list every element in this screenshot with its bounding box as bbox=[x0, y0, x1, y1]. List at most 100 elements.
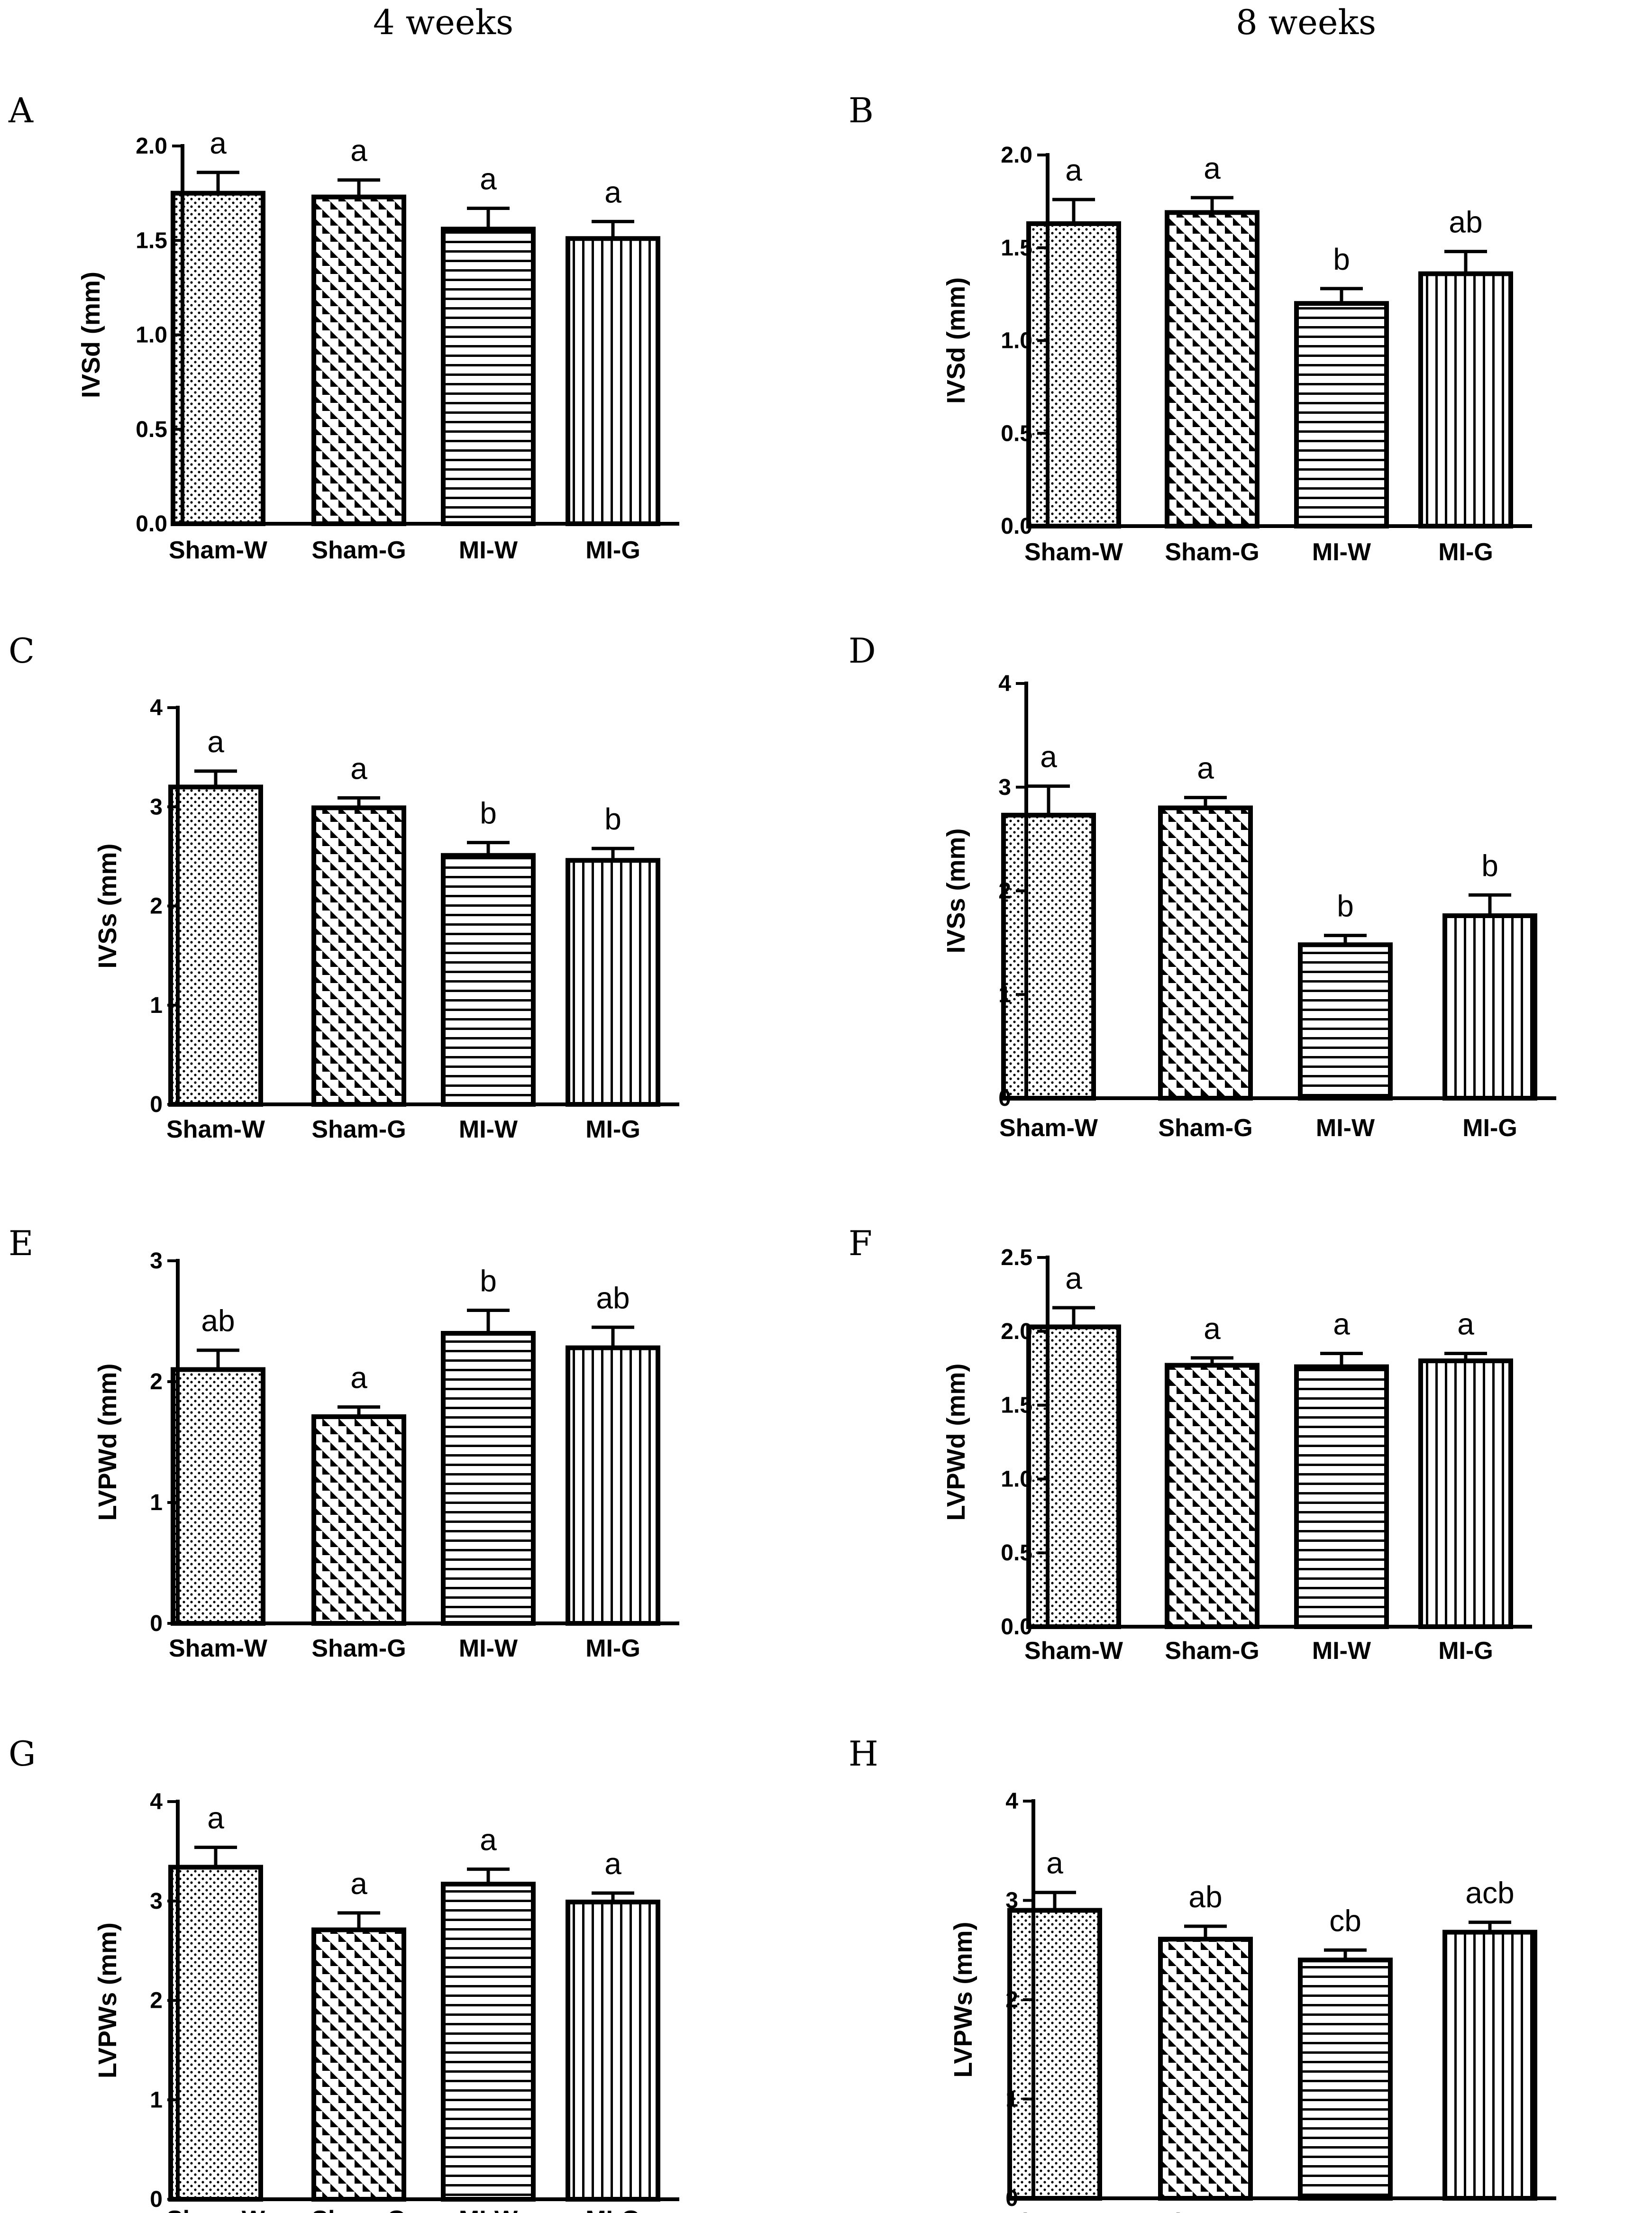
significance-label: a bbox=[210, 126, 227, 160]
category-label: MI-G bbox=[1438, 1637, 1493, 1665]
category-label: MI-G bbox=[585, 1635, 640, 1662]
y-tick-label: 0.0 bbox=[1001, 1614, 1032, 1639]
error-bar bbox=[194, 1845, 237, 1867]
error-bar bbox=[467, 1309, 510, 1333]
significance-label: ab bbox=[201, 1304, 235, 1338]
chart-panels: Aa Sham-W a Sham-G a MI-W a MI-G 0.0 0.5 1.0 1.5 2.0… bbox=[8, 91, 1556, 2213]
significance-label: a bbox=[1333, 1307, 1350, 1341]
y-tick-label: 0.0 bbox=[1001, 514, 1032, 539]
category-label: MI-W bbox=[1312, 538, 1371, 566]
panel-letter: E bbox=[9, 1223, 34, 1263]
bar-sham-w bbox=[1001, 812, 1096, 1101]
category-label: Sham-W bbox=[1024, 1637, 1123, 1665]
error-bar bbox=[338, 178, 380, 197]
error-bar bbox=[592, 1325, 634, 1348]
significance-label: a bbox=[1204, 1311, 1221, 1346]
y-axis-title: IVSs (mm) bbox=[942, 828, 970, 953]
significance-label: a bbox=[207, 1801, 224, 1835]
y-axis-title: LVPWs (mm) bbox=[949, 1922, 977, 2077]
bar-mi-g bbox=[1442, 913, 1537, 1101]
y-tick-label: 2.0 bbox=[1001, 1319, 1032, 1344]
bar-mi-w bbox=[1294, 1364, 1389, 1629]
category-label: MI-W bbox=[1312, 1637, 1371, 1665]
bar-sham-g bbox=[1165, 210, 1260, 528]
category-label: Sham-G bbox=[1165, 538, 1259, 566]
column-title-4-weeks: 4 weeks bbox=[373, 2, 513, 42]
y-tick-label: 3 bbox=[150, 1248, 163, 1274]
error-bar bbox=[467, 207, 510, 229]
category-label: Sham-G bbox=[1158, 1114, 1252, 1142]
error-bar bbox=[1469, 893, 1511, 916]
error-bar bbox=[1052, 198, 1095, 224]
category-label: Sham-G bbox=[311, 537, 406, 564]
error-bar bbox=[1033, 1891, 1076, 1911]
bar-mi-g bbox=[566, 858, 660, 1107]
y-tick-label: 1.5 bbox=[1001, 1393, 1032, 1418]
bar-mi-w bbox=[441, 1882, 536, 2202]
significance-label: a bbox=[1065, 153, 1082, 187]
significance-label: a bbox=[350, 134, 367, 168]
y-tick-label: 1 bbox=[998, 982, 1011, 1007]
bar-mi-g bbox=[566, 236, 660, 526]
significance-label: a bbox=[207, 725, 224, 759]
significance-label: a bbox=[1197, 751, 1214, 785]
y-tick-label: 1 bbox=[1005, 2087, 1018, 2112]
error-bar bbox=[1444, 250, 1487, 274]
bar-sham-g bbox=[1158, 805, 1253, 1101]
significance-label: a bbox=[1046, 1846, 1063, 1880]
bar-sham-w bbox=[168, 1865, 263, 2202]
y-tick-label: 1.0 bbox=[1001, 328, 1032, 354]
significance-label: b bbox=[480, 796, 497, 830]
significance-label: acb bbox=[1465, 1876, 1514, 1910]
y-tick-label: 4 bbox=[150, 1789, 163, 1814]
category-label: MI-G bbox=[1462, 2209, 1517, 2213]
category-label: MI-W bbox=[459, 1116, 518, 1143]
error-bar bbox=[1320, 287, 1363, 304]
y-tick-label: 3 bbox=[150, 1889, 163, 1914]
category-label: Sham-W bbox=[999, 1114, 1098, 1142]
category-label: Sham-W bbox=[1024, 538, 1123, 566]
y-axis-title: IVSd (mm) bbox=[942, 277, 970, 404]
significance-label: b bbox=[1481, 848, 1498, 883]
bar-mi-w bbox=[441, 1331, 536, 1626]
error-bar bbox=[1184, 796, 1227, 808]
error-bar bbox=[1052, 1306, 1095, 1327]
y-tick-label: 1 bbox=[150, 2087, 163, 2113]
significance-label: a bbox=[1040, 740, 1057, 774]
error-bar bbox=[1191, 196, 1233, 213]
panel-letter: A bbox=[8, 91, 34, 130]
y-axis-title: LVPWd (mm) bbox=[942, 1364, 970, 1521]
bar-mi-w bbox=[1298, 1958, 1393, 2201]
panel-d: Da Sham-W a Sham-G b MI-W b MI-G 0 1 2 3 4 IVSs (mm) bbox=[849, 631, 1556, 1142]
y-tick-label: 0.5 bbox=[136, 417, 167, 442]
bar-mi-g bbox=[1418, 271, 1513, 528]
significance-label: a bbox=[1457, 1307, 1474, 1341]
significance-label: b bbox=[604, 802, 621, 836]
panel-letter: D bbox=[849, 631, 876, 671]
error-bar bbox=[1469, 1921, 1511, 1932]
y-tick-label: 1.0 bbox=[1001, 1466, 1032, 1492]
category-label: Sham-W bbox=[166, 1116, 265, 1143]
y-tick-label: 2 bbox=[150, 894, 163, 919]
y-tick-label: 0.0 bbox=[136, 511, 167, 537]
y-tick-label: 0 bbox=[150, 2187, 163, 2212]
category-label: Sham-G bbox=[1165, 1637, 1259, 1665]
bar-sham-g bbox=[311, 1927, 406, 2202]
significance-label: b bbox=[1337, 889, 1354, 923]
error-bar bbox=[1324, 934, 1367, 945]
bar-mi-g bbox=[1442, 1930, 1537, 2201]
y-tick-label: 0 bbox=[1005, 2186, 1018, 2211]
bar-mi-g bbox=[566, 1899, 660, 2202]
significance-label: a bbox=[480, 162, 497, 196]
bar-mi-w bbox=[1294, 301, 1389, 528]
bar-sham-w bbox=[1007, 1908, 1102, 2201]
y-tick-label: 1 bbox=[150, 993, 163, 1018]
significance-label: a bbox=[480, 1823, 497, 1857]
y-axis-title: IVSs (mm) bbox=[93, 843, 122, 968]
y-tick-label: 2.5 bbox=[1001, 1245, 1032, 1270]
y-tick-label: 3 bbox=[1005, 1888, 1018, 1913]
error-bar bbox=[1191, 1356, 1233, 1366]
category-label: MI-W bbox=[1316, 1114, 1375, 1142]
bar-sham-g bbox=[311, 805, 406, 1107]
